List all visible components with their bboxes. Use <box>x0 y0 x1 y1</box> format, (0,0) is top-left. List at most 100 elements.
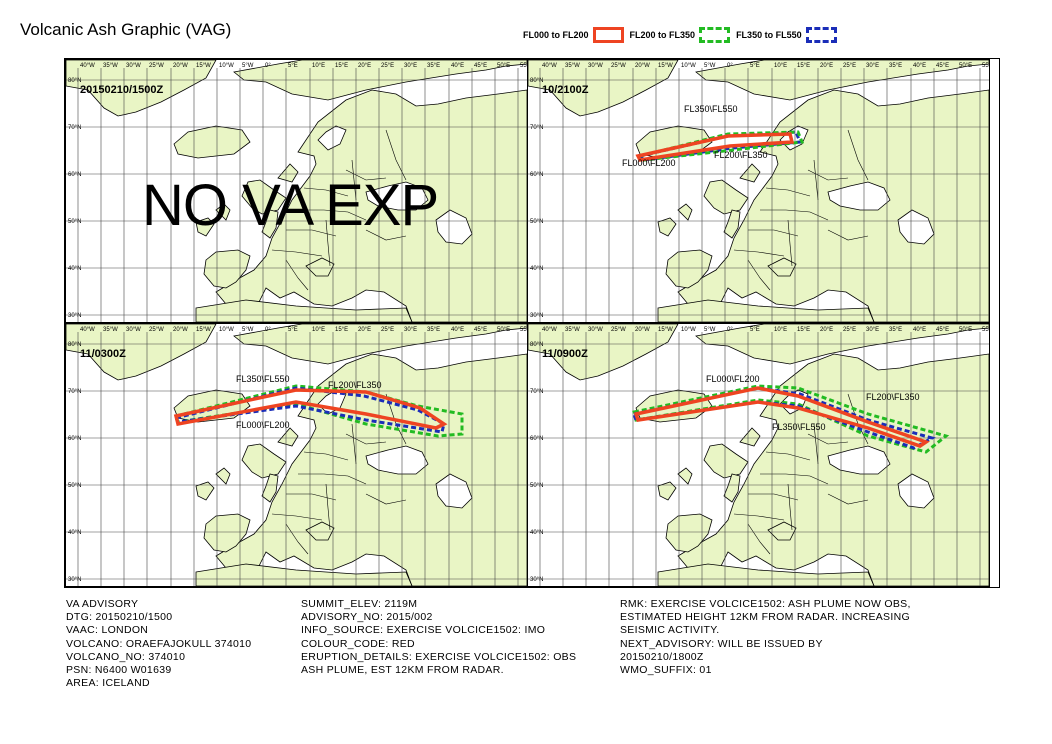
longitude-label: 0° <box>265 327 271 333</box>
longitude-label: 30°W <box>126 63 141 69</box>
longitude-label: 35°W <box>565 327 580 333</box>
longitude-label: 25°E <box>843 63 856 69</box>
country-border <box>325 483 331 531</box>
country-border <box>303 187 349 197</box>
longitude-label: 50°E <box>497 63 510 69</box>
longitude-label: 40°W <box>80 327 95 333</box>
ash-area-fl200-fl350 <box>632 384 950 454</box>
landmass <box>657 299 875 322</box>
longitude-label: 30°E <box>866 327 879 333</box>
country-border <box>286 229 337 237</box>
longitude-label: 15°E <box>797 63 810 69</box>
country-border <box>747 259 771 291</box>
longitude-label: 45°E <box>474 327 487 333</box>
advisory-line: VOLCANO: ORAEFAJOKULL 374010 <box>66 637 252 650</box>
country-border <box>765 451 811 461</box>
advisory-column-1: VA ADVISORY DTG: 20150210/1500 VAAC: LON… <box>66 598 251 690</box>
landmass <box>528 324 679 381</box>
fl-label-fl350-fl550: FL350\FL550 <box>772 422 826 432</box>
longitude-label: 30°W <box>126 327 141 333</box>
longitude-label: 10°W <box>219 63 234 69</box>
longitude-label: 5°E <box>288 327 298 333</box>
ash-cloud-polygons <box>173 384 464 438</box>
panel-time-label: 10/2100Z <box>542 84 589 96</box>
legend-label-fl000-fl200: FL000 to FL200 <box>523 30 589 40</box>
map-panel-3: 40°W 35°W 30°W 25°W 20°W 15°W 10°W 5°W 0° 5°E 10°E… <box>65 323 528 587</box>
country-border <box>271 513 323 521</box>
europe-map: 40°W 35°W 30°W 25°W 20°W 15°W 10°W 5°W 0° 5°E 10°E… <box>66 324 527 586</box>
advisory-line: COLOUR_CODE: RED <box>301 637 415 650</box>
legend-swatch-fl000-fl200 <box>592 27 624 43</box>
country-border <box>298 209 367 221</box>
country-border <box>351 423 357 465</box>
longitude-label: 5°W <box>242 327 254 333</box>
longitude-label: 55°E <box>520 327 527 333</box>
longitude-label: 10°W <box>219 327 234 333</box>
longitude-label: 15°W <box>196 63 211 69</box>
longitude-label: 55°E <box>982 63 989 69</box>
landmass <box>767 257 797 277</box>
longitude-label: 35°E <box>889 327 902 333</box>
latitude-label: 70°N <box>68 125 81 131</box>
longitude-label: 15°E <box>335 327 348 333</box>
advisory-line: ERUPTION_DETAILS: EXERCISE VOLCICE1502: … <box>301 650 577 663</box>
advisory-line: VA ADVISORY <box>66 598 139 610</box>
legend-swatch-fl350-fl550 <box>805 27 837 43</box>
longitude-label: 10°E <box>312 63 325 69</box>
ash-area-fl000-fl200 <box>633 386 930 448</box>
ash-area-fl000-fl200 <box>635 132 795 162</box>
fl-label-fl200-fl350: FL200\FL350 <box>714 150 768 160</box>
longitude-label: 5°W <box>704 327 716 333</box>
advisory-line: RMK: EXERCISE VOLCICE1502: ASH PLUME NOW… <box>620 598 911 610</box>
country-border <box>345 169 387 181</box>
longitude-label: 15°W <box>658 327 673 333</box>
latitude-label: 50°N <box>530 219 543 225</box>
longitude-label: 0° <box>265 63 271 69</box>
inland-sea <box>317 125 347 151</box>
country-border <box>365 493 407 505</box>
latitude-label: 80°N <box>68 78 81 84</box>
flight-level-legend: FL000 to FL200 FL200 to FL350 FL350 to F… <box>523 26 843 44</box>
latitude-label: 30°N <box>68 577 81 583</box>
longitude-label: 40°W <box>542 327 557 333</box>
longitude-label: 25°W <box>611 327 626 333</box>
advisory-line: DTG: 20150210/1500 <box>66 611 173 624</box>
europe-map: 40°W 35°W 30°W 25°W 20°W 15°W 10°W 5°W 0° 5°E 10°E… <box>528 60 989 322</box>
advisory-line: PSN: N6400 W01639 <box>66 664 172 677</box>
country-border <box>760 209 829 221</box>
advisory-column-2: SUMMIT_ELEV: 2119M ADVISORY_NO: 2015/002… <box>301 598 576 677</box>
fl-label-fl200-fl350: FL200\FL350 <box>328 380 382 390</box>
longitude-label: 50°E <box>959 327 972 333</box>
advisory-line: ASH PLUME, EST 12KM FROM RADAR. <box>301 664 504 677</box>
legend-label-fl200-fl350: FL200 to FL350 <box>629 30 696 40</box>
inland-sea <box>827 445 891 475</box>
country-border <box>365 229 407 241</box>
fl-label-fl350-fl550: FL350\FL550 <box>236 374 290 384</box>
latitude-label: 80°N <box>530 342 543 348</box>
country-border <box>760 473 829 485</box>
longitude-label: 20°W <box>635 63 650 69</box>
landmass <box>203 249 251 289</box>
landmass <box>657 217 677 237</box>
legend-swatch-fl200-fl350 <box>699 27 731 43</box>
inland-sea <box>897 473 935 509</box>
longitude-label: 30°W <box>588 63 603 69</box>
latitude-label: 50°N <box>530 483 543 489</box>
longitude-label: 50°E <box>497 327 510 333</box>
landmass <box>657 563 875 586</box>
country-border <box>748 493 799 501</box>
longitude-label: 25°E <box>381 327 394 333</box>
country-border <box>345 433 387 445</box>
advisory-line: 20150210/1800Z <box>620 650 704 663</box>
country-border <box>271 249 323 257</box>
longitude-label: 40°E <box>451 327 464 333</box>
landmass <box>66 324 217 381</box>
longitude-label: 25°E <box>843 327 856 333</box>
landmass <box>203 513 251 553</box>
map-panel-4: 40°W 35°W 30°W 25°W 20°W 15°W 10°W 5°W 0° 5°E 10°E… <box>527 323 990 587</box>
latitude-label: 70°N <box>530 389 543 395</box>
country-border <box>286 493 337 501</box>
longitude-label: 45°E <box>936 327 949 333</box>
inland-sea <box>897 209 935 245</box>
country-border <box>385 129 407 181</box>
